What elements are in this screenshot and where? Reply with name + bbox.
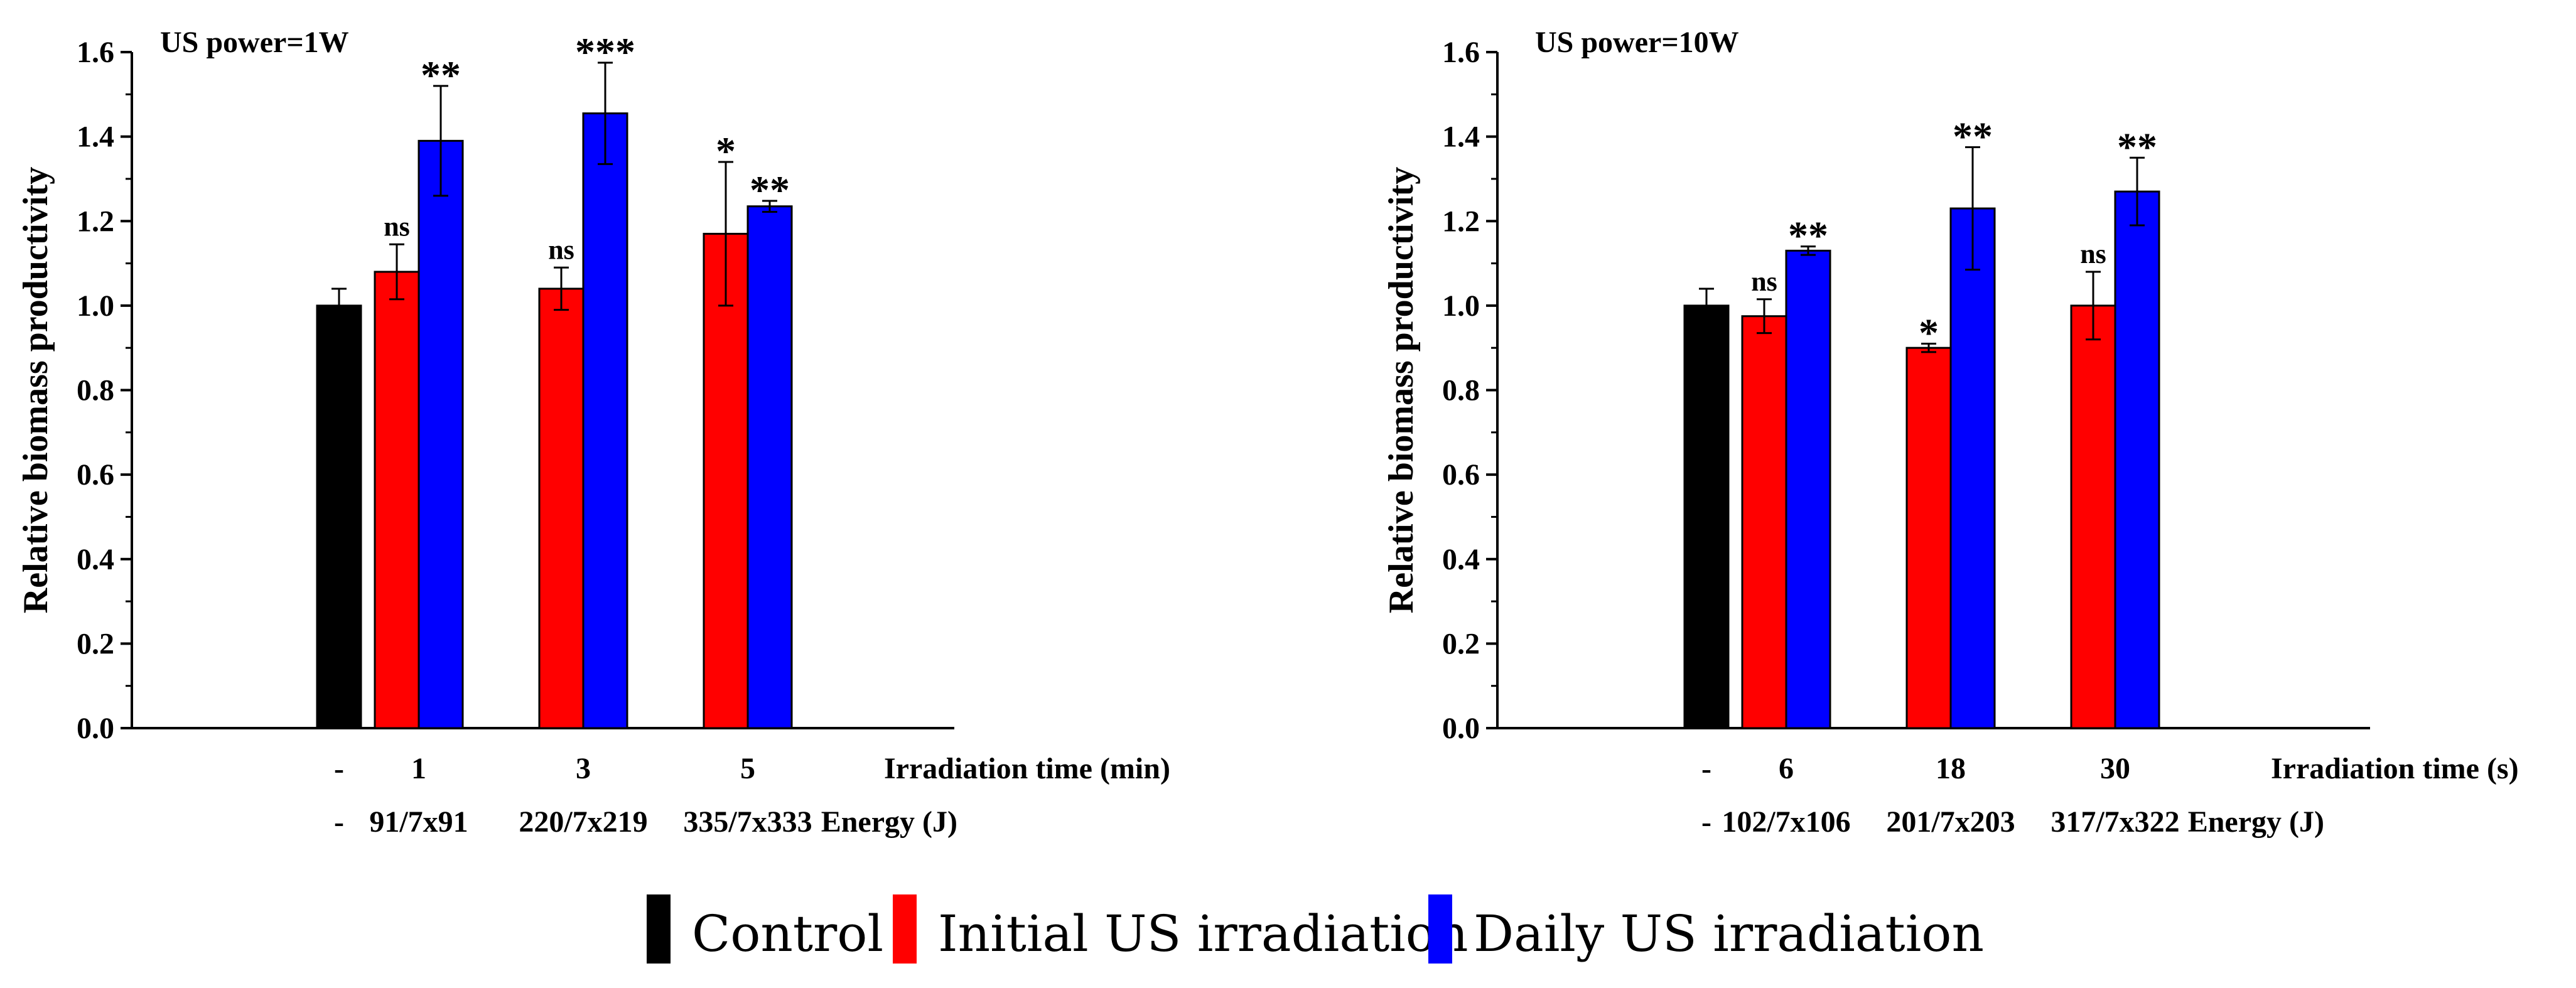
x-time-label: 18 (1936, 752, 1966, 785)
legend: Control Initial US irradiation Daily US ir… (647, 894, 1984, 964)
panel-title: US power=10W (1535, 26, 1739, 59)
bar-daily-us-irradiation (2114, 190, 2160, 729)
bar-initial-us-irradiation (2070, 304, 2116, 729)
x-energy-label: - (334, 805, 344, 839)
y-tick-label: 1.6 (77, 36, 114, 69)
y-tick-label: 0.6 (77, 458, 114, 491)
x-time-label: 5 (740, 752, 755, 785)
y-tick-label: 1.4 (1442, 121, 1480, 154)
x-row1-axis-label: Irradiation time (s) (2271, 752, 2519, 785)
x-time-label: - (1701, 752, 1711, 785)
legend-label: Daily US irradiation (1474, 905, 1984, 963)
x-time-label: 6 (1779, 752, 1794, 785)
y-tick-label: 0.8 (1442, 374, 1480, 407)
y-tick-label: 1.2 (77, 205, 114, 238)
bar-daily-us-irradiation (1785, 249, 1831, 729)
y-tick-label: 1.2 (1442, 205, 1480, 238)
y-tick-label: 0.2 (77, 627, 114, 660)
significance-label: * (716, 129, 736, 173)
x-energy-label: 220/7x219 (519, 805, 647, 839)
bar-control (1683, 304, 1730, 729)
y-axis-label: Relative biomass productivity (16, 167, 55, 613)
x-energy-label: 91/7x91 (369, 805, 468, 839)
y-tick-label: 0.0 (77, 712, 114, 745)
y-tick-label: 0.4 (77, 543, 114, 576)
y-tick-label: 1.0 (1442, 289, 1480, 323)
y-tick-label: 0.6 (1442, 458, 1480, 491)
x-energy-label: 102/7x106 (1722, 805, 1850, 839)
x-time-label: 3 (576, 752, 591, 785)
significance-label: *** (575, 30, 635, 74)
y-axis-label: Relative biomass productivity (1382, 167, 1421, 613)
significance-label: ** (2117, 124, 2157, 169)
significance-label: ** (1953, 114, 1993, 158)
x-time-label: - (334, 752, 344, 785)
significance-label: ns (2080, 239, 2106, 269)
x-row2-axis-label: Energy (J) (2188, 805, 2324, 839)
x-energy-label: - (1701, 805, 1711, 839)
x-energy-label: 335/7x333 (683, 805, 812, 839)
bar-daily-us-irradiation (1949, 207, 1996, 729)
legend-label: Control (692, 905, 883, 963)
x-energy-label: 201/7x203 (1886, 805, 2015, 839)
legend-swatch-daily-us-irradiation (1428, 894, 1452, 964)
panel-title: US power=1W (160, 26, 349, 59)
bar-initial-us-irradiation (374, 271, 420, 729)
y-tick-label: 1.6 (1442, 36, 1480, 69)
chart-panel-1w: 0.0 0.2 0.4 0.6 0.8 1.0 1.2 1.4 1.6 Relative biom… (16, 26, 1170, 839)
significance-label: ns (384, 211, 410, 242)
y-tick-label: 0.2 (1442, 627, 1480, 660)
bar-daily-us-irradiation (746, 205, 793, 729)
x-time-label: 1 (411, 752, 426, 785)
significance-label: ** (750, 168, 790, 212)
x-energy-label: 317/7x322 (2051, 805, 2179, 839)
y-tick-label: 1.4 (77, 121, 114, 154)
significance-label: * (1919, 310, 1939, 355)
significance-label: ns (1751, 266, 1777, 297)
bar-daily-us-irradiation (582, 112, 628, 729)
significance-label: ** (421, 53, 461, 97)
bar-initial-us-irradiation (703, 232, 749, 729)
significance-label: ns (548, 234, 574, 265)
chart-panel-10w: 0.0 0.2 0.4 0.6 0.8 1.0 1.2 1.4 1.6 Relative biom… (1382, 26, 2519, 839)
y-tick-label: 0.8 (77, 374, 114, 407)
legend-label: Initial US irradiation (938, 905, 1469, 963)
y-tick-label: 0.4 (1442, 543, 1480, 576)
legend-swatch-control (647, 894, 671, 964)
significance-label: ** (1788, 213, 1828, 258)
bar-initial-us-irradiation (1905, 346, 1952, 729)
bar-initial-us-irradiation (538, 287, 585, 729)
legend-swatch-initial-us-irradiation (893, 894, 917, 964)
x-row1-axis-label: Irradiation time (min) (884, 752, 1170, 785)
bar-control (316, 304, 362, 729)
bar-initial-us-irradiation (1741, 315, 1787, 729)
y-tick-label: 0.0 (1442, 712, 1480, 745)
bar-daily-us-irradiation (418, 139, 464, 729)
y-tick-label: 1.0 (77, 289, 114, 323)
x-row2-axis-label: Energy (J) (821, 805, 957, 839)
x-time-label: 30 (2100, 752, 2130, 785)
